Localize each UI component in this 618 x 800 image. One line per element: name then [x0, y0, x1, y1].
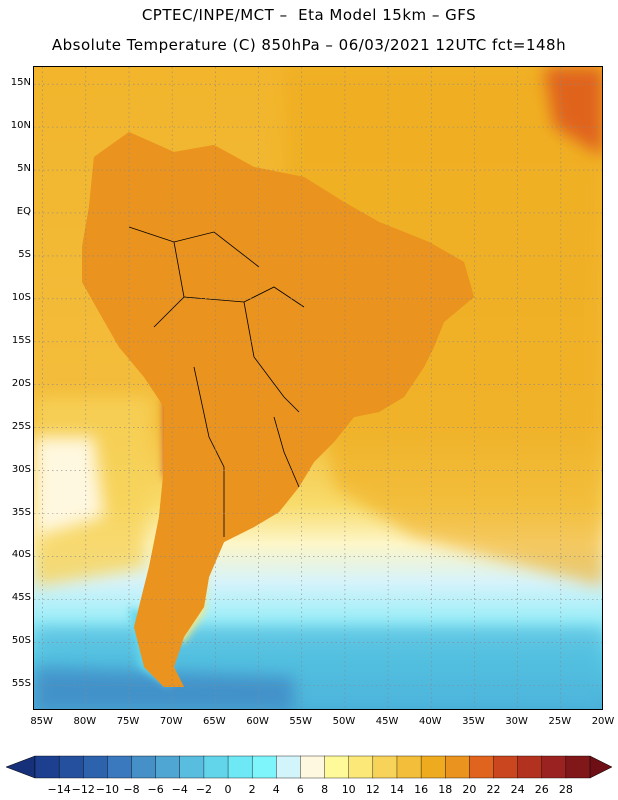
- chart-title-line-1: CPTEC/INPE/MCT – Eta Model 15km – GFS: [141, 6, 477, 24]
- colorbar-segment: [420, 755, 446, 779]
- colorbar-segment: [155, 755, 181, 779]
- longitude-tick-label: 80W: [73, 716, 97, 727]
- colorbar-tick-label: 4: [272, 783, 280, 796]
- latitude-tick-label: 10N: [10, 120, 31, 132]
- colorbar-tick-label: 0: [224, 783, 232, 796]
- latitude-tick-label: 25S: [11, 420, 31, 432]
- temperature-map: [34, 67, 602, 709]
- latitude-tick-label: 15S: [11, 334, 31, 346]
- longitude-tick-label: 70W: [159, 716, 183, 727]
- colorbar-segment: [396, 755, 422, 779]
- colorbar-tick-label: −2: [195, 783, 213, 796]
- longitude-tick-label: 20W: [591, 716, 615, 727]
- colorbar-low-end: [5, 755, 36, 779]
- latitude-tick-label: 55S: [11, 678, 31, 690]
- colorbar-tick-label: 6: [296, 783, 304, 796]
- cold-band-deep: [34, 667, 294, 709]
- colorbar-tick-label: −8: [123, 783, 140, 796]
- longitude-tick-label: 85W: [30, 716, 53, 727]
- colorbar-high-end: [589, 755, 613, 779]
- colorbar-segment: [83, 755, 108, 779]
- latitude-tick-label: 40S: [11, 549, 31, 561]
- colorbar-segment: [493, 755, 519, 779]
- colorbar-tick-label: −12: [71, 783, 95, 796]
- colorbar-tick-label: 26: [534, 783, 549, 796]
- longitude-tick-label: 35W: [462, 716, 485, 727]
- colorbar-tick-label: 10: [341, 783, 356, 796]
- colorbar-tick-label: −6: [147, 783, 164, 796]
- longitude-tick-label: 65W: [203, 716, 226, 727]
- latitude-tick-label: 35S: [11, 506, 31, 518]
- latitude-tick-label: 5S: [18, 248, 31, 260]
- longitude-tick-label: 25W: [548, 716, 572, 727]
- warm-spot-northeast: [544, 67, 602, 156]
- colorbar-tick-label: 2: [248, 783, 256, 796]
- colorbar-segment: [348, 755, 374, 779]
- latitude-tick-label: 20S: [11, 377, 31, 389]
- longitude-tick-label: 50W: [332, 716, 356, 727]
- colorbar-segment: [203, 755, 229, 779]
- longitude-tick-label: 40W: [418, 716, 442, 727]
- warm-band-tropics: [284, 67, 602, 587]
- latitude-tick-label: 50S: [11, 635, 31, 647]
- colorbar-tick-label: 14: [389, 783, 404, 796]
- colorbar-tick-label: −4: [171, 783, 188, 796]
- chart-title-line-2: Absolute Temperature (C) 850hPa – 06/03/…: [51, 36, 567, 54]
- colorbar-tick-label: −10: [95, 783, 119, 796]
- latitude-tick-label: EQ: [16, 205, 31, 217]
- colorbar-segment: [131, 755, 157, 779]
- colorbar-segment: [565, 755, 591, 779]
- colorbar-segment: [324, 755, 350, 779]
- colorbar-segment: [179, 755, 205, 779]
- colorbar-segment: [469, 755, 494, 779]
- colorbar-tick-label: 18: [438, 783, 453, 796]
- colorbar-segment: [372, 755, 398, 779]
- longitude-tick-label: 60W: [246, 716, 269, 727]
- colorbar-segment: [300, 755, 326, 779]
- longitude-tick-label: 45W: [375, 716, 399, 727]
- map-graticule: [34, 67, 602, 709]
- latitude-tick-label: 30S: [11, 463, 31, 475]
- colorbar-segment: [517, 755, 543, 779]
- colorbar-segment: [58, 755, 84, 779]
- temperature-colorbar: [5, 755, 613, 779]
- colorbar-segment: [251, 755, 277, 779]
- country-borders: [128, 226, 305, 537]
- latitude-tick-label: 5N: [17, 163, 31, 175]
- colorbar-segment: [227, 755, 253, 779]
- colorbar-tick-label: −14: [47, 783, 71, 796]
- colorbar-tick-label: 8: [321, 783, 329, 796]
- latitude-tick-label: 10S: [11, 291, 31, 303]
- longitude-tick-label: 75W: [116, 716, 140, 727]
- colorbar-tick-label: 28: [558, 783, 573, 796]
- colorbar-tick-label: 20: [462, 783, 477, 796]
- colorbar-tick-label: 22: [486, 783, 501, 796]
- cream-patch-west: [34, 437, 104, 537]
- colorbar-tick-label: 12: [365, 783, 380, 796]
- latitude-tick-label: 45S: [11, 592, 31, 604]
- colorbar-segment: [445, 755, 470, 779]
- latitude-tick-label: 15N: [10, 77, 31, 89]
- colorbar-tick-label: 16: [414, 783, 429, 796]
- colorbar-segment: [107, 755, 133, 779]
- colorbar-segment: [276, 755, 301, 779]
- map-frame: [33, 66, 603, 710]
- colorbar-tick-label: 24: [510, 783, 525, 796]
- longitude-tick-label: 55W: [289, 716, 313, 727]
- longitude-tick-label: 30W: [505, 716, 528, 727]
- colorbar-segment: [34, 755, 60, 779]
- colorbar-segment: [541, 755, 567, 779]
